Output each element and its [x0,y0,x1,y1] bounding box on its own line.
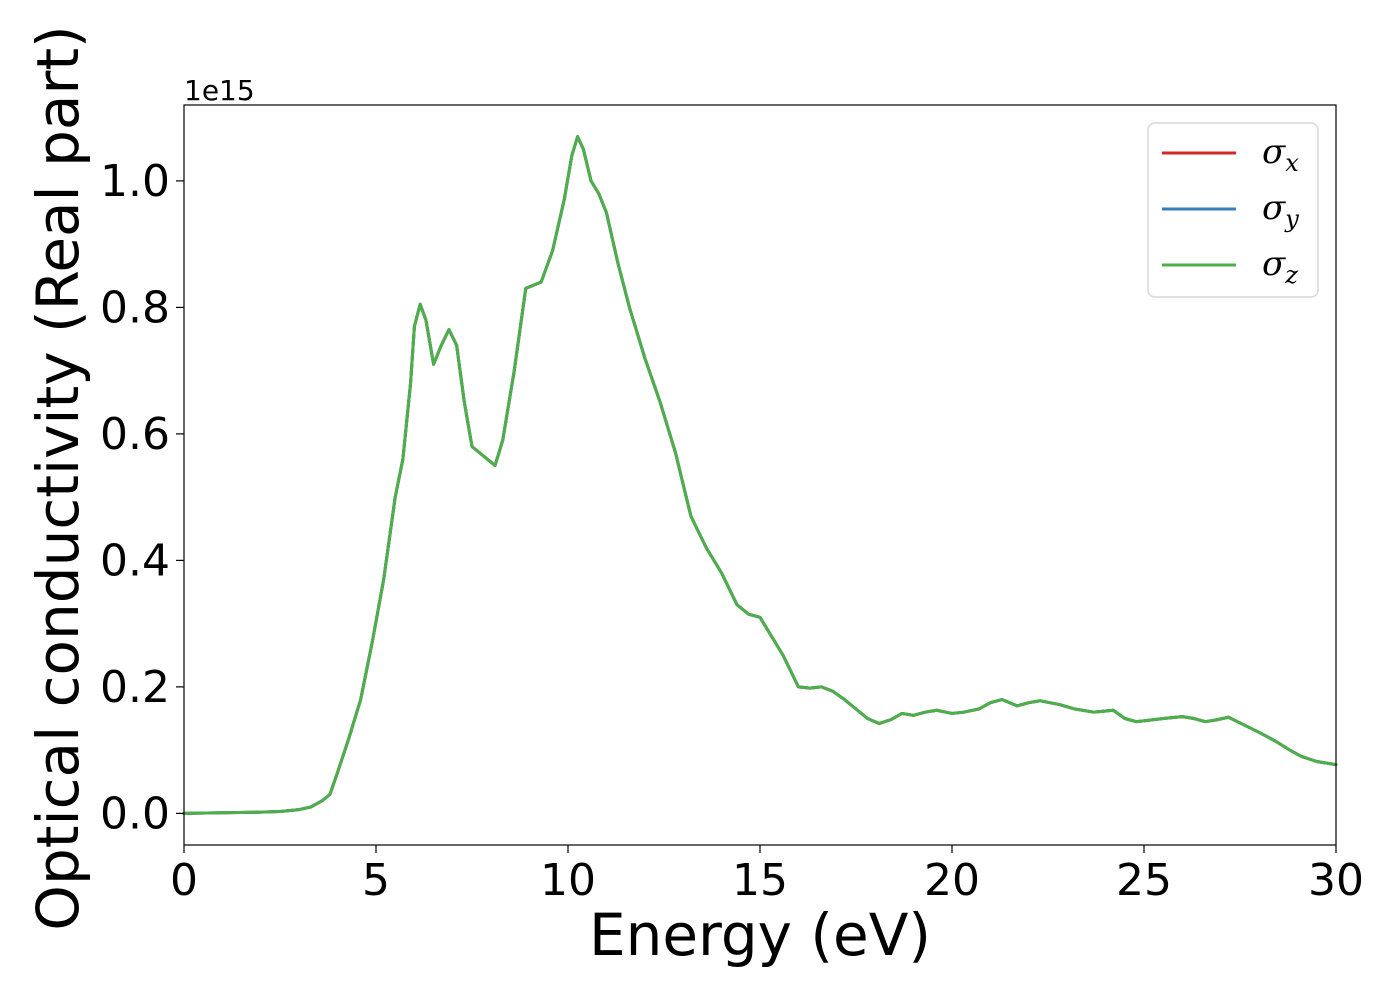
x-tick-label: 5 [362,855,390,906]
x-tick-label: 30 [1308,855,1364,906]
legend-label: σx [1262,132,1299,177]
x-tick-label: 15 [732,855,788,906]
legend: σx σy σz [1147,122,1319,298]
legend-label: σz [1262,244,1298,289]
series-layer [182,135,1338,815]
y-offset-label: 1e15 [184,74,255,107]
x-axis-title: Energy (eV) [589,901,931,969]
y-tick-label: 0.2 [100,662,170,713]
y-tick-label: 0.0 [100,788,170,839]
y-tick-label: 1.0 [100,156,170,207]
x-axis: 0 5 10 15 20 25 30 [170,845,1364,906]
x-tick-label: 0 [170,855,198,906]
y-axis-title: Optical conductivity (Real part) [24,25,92,930]
x-tick-label: 10 [540,855,596,906]
y-axis: 0.0 0.2 0.4 0.6 0.8 1.0 [100,156,184,839]
series-line-2 [182,135,1338,815]
y-tick-label: 0.8 [100,282,170,333]
x-tick-label: 25 [1116,855,1172,906]
y-tick-label: 0.4 [100,535,170,586]
legend-label: σy [1262,188,1299,233]
y-tick-label: 0.6 [100,409,170,460]
x-tick-label: 20 [924,855,980,906]
